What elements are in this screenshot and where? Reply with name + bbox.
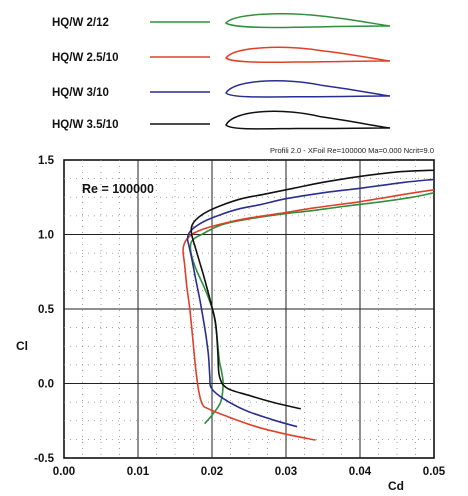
series-line-3 (186, 178, 435, 428)
legend-label: HQ/W 3.5/10 (52, 119, 118, 131)
airfoil-profile-icon (225, 46, 391, 63)
x-tick-label: 0.03 (275, 466, 297, 478)
legend-label: HQ/W 2.5/10 (52, 52, 118, 64)
x-tick-label: 0.00 (53, 466, 75, 478)
y-tick-label: 1.0 (38, 230, 54, 242)
chart-header-note: Profili 2.0 - XFoil Re=100000 Ma=0.000 N… (270, 146, 434, 155)
legend-label: HQ/W 2/12 (52, 17, 109, 29)
y-axis-ticks: 1.5 1.0 0.5 0.0 -0.5 (34, 155, 54, 465)
y-axis-label: Cl (16, 339, 28, 353)
series-line-1 (189, 192, 435, 425)
series-lines (182, 169, 435, 441)
series-line-2 (182, 189, 435, 441)
reynolds-annotation: Re = 100000 (82, 182, 154, 196)
plot-area: Re = 100000 (63, 159, 435, 459)
y-tick-label: 0.5 (38, 304, 55, 316)
y-tick-label: 0.0 (38, 379, 54, 391)
y-tick-label: 1.5 (38, 155, 55, 167)
airfoil-profile-icon (224, 13, 391, 29)
x-tick-label: 0.05 (423, 466, 446, 478)
series-line-4 (190, 169, 435, 410)
y-tick-label: -0.5 (34, 453, 54, 465)
airfoil-profile-icon (225, 80, 391, 98)
x-axis-ticks: 0.00 0.01 0.02 0.03 0.04 0.05 (53, 466, 446, 478)
x-axis-label: Cd (388, 479, 404, 493)
legend-label: HQ/W 3/10 (52, 87, 109, 99)
x-tick-label: 0.02 (201, 466, 223, 478)
x-tick-label: 0.04 (349, 466, 372, 478)
x-tick-label: 0.01 (127, 466, 150, 478)
legend: HQ/W 2/12 HQ/W 2.5/10 HQ/W 3/10 HQ/W 3.5/10 (52, 13, 391, 131)
airfoil-profile-icon (225, 110, 391, 130)
